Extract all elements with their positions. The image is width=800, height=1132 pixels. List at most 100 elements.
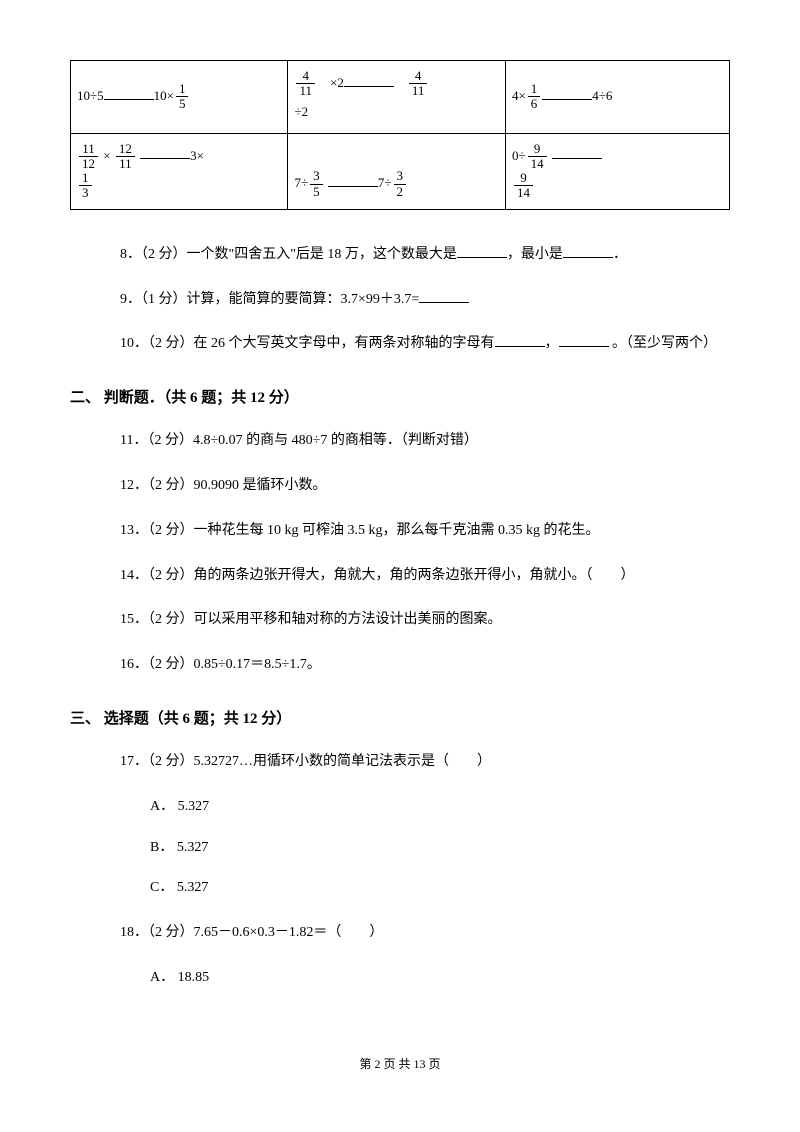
math-expressions-table: 10÷5 10×15 411 ×2 411 ÷2 4×16 4÷6 1112 × 1… — [70, 60, 730, 210]
option-label: C． — [150, 880, 173, 895]
answer-blank — [104, 86, 154, 100]
fraction: 13 — [79, 171, 92, 201]
expr-text: ×2 — [330, 75, 344, 90]
answer-blank — [140, 145, 190, 159]
q-text: 一个数"四舍五入"后是 18 万，这个数最大是 — [187, 247, 457, 262]
expr-text: 0÷ — [512, 147, 526, 162]
answer-blank — [563, 244, 613, 258]
q-text: ，最小是 — [507, 247, 563, 262]
expr-text: 10× — [154, 88, 174, 103]
q-text: 。（至少写两个） — [609, 336, 718, 351]
table-cell: 1112 × 1211 3× 13 — [71, 133, 288, 209]
fraction: 411 — [409, 69, 428, 99]
q-label: 11． — [120, 433, 147, 448]
answer-blank — [344, 73, 394, 87]
fraction: 1211 — [116, 142, 135, 172]
q-label: 16． — [120, 657, 148, 672]
expr-text: 4÷6 — [592, 88, 612, 103]
expr-text: 3× — [190, 147, 204, 162]
table-row: 1112 × 1211 3× 13 7÷35 7÷32 0÷914 914 — [71, 133, 730, 209]
option-a: A． 18.85 — [150, 963, 730, 994]
table-cell: 0÷914 914 — [505, 133, 729, 209]
answer-blank — [559, 333, 609, 347]
question-12: 12．（2 分）90.9090 是循环小数。 — [120, 471, 730, 502]
table-row: 10÷5 10×15 411 ×2 411 ÷2 4×16 4÷6 — [71, 61, 730, 134]
option-text: 5.327 — [177, 840, 209, 855]
option-text: 5.327 — [178, 799, 210, 814]
q-label: 14． — [120, 568, 148, 583]
answer-blank — [495, 333, 545, 347]
q-text: 4.8÷0.07 的商与 480÷7 的商相等．（判断对错） — [193, 433, 478, 448]
q-text: 在 26 个大写英文字母中，有两条对称轴的字母有 — [194, 336, 495, 351]
question-8: 8．（2 分）一个数"四舍五入"后是 18 万，这个数最大是 ，最小是 ． — [120, 240, 730, 271]
fraction: 914 — [528, 142, 547, 172]
q-points: （2 分） — [148, 478, 194, 493]
section-heading-2: 二、 判断题．（共 6 题；共 12 分） — [70, 385, 730, 412]
q-points: （1 分） — [141, 292, 187, 307]
table-cell: 4×16 4÷6 — [505, 61, 729, 134]
expr-text: ÷2 — [294, 104, 308, 119]
answer-blank — [542, 86, 592, 100]
q-points: （2 分） — [148, 568, 194, 583]
q-points: （2 分） — [148, 657, 194, 672]
question-13: 13．（2 分）一种花生每 10 kg 可榨油 3.5 kg，那么每千克油需 0… — [120, 516, 730, 547]
q-label: 10． — [120, 336, 148, 351]
expr-text: 7÷ — [378, 175, 392, 190]
option-a: A． 5.327 — [150, 792, 730, 823]
fraction: 16 — [528, 82, 541, 112]
fraction: 411 — [296, 69, 315, 99]
q-text: 0.85÷0.17＝8.5÷1.7。 — [194, 657, 321, 672]
fraction: 914 — [514, 171, 533, 201]
q-label: 18． — [120, 925, 148, 940]
option-label: B． — [150, 840, 173, 855]
expr-text: 7÷ — [294, 175, 308, 190]
option-label: A． — [150, 799, 174, 814]
expr-text: 10÷5 — [77, 88, 104, 103]
q-label: 8． — [120, 247, 141, 262]
table-cell: 7÷35 7÷32 — [288, 133, 505, 209]
q-label: 9． — [120, 292, 141, 307]
q-text: 90.9090 是循环小数。 — [194, 478, 327, 493]
q-points: （2 分） — [148, 336, 194, 351]
q-label: 15． — [120, 612, 148, 627]
q-label: 12． — [120, 478, 148, 493]
q-points: （2 分） — [148, 523, 194, 538]
question-11: 11．（2 分）4.8÷0.07 的商与 480÷7 的商相等．（判断对错） — [120, 426, 730, 457]
table-cell: 411 ×2 411 ÷2 — [288, 61, 505, 134]
question-16: 16．（2 分）0.85÷0.17＝8.5÷1.7。 — [120, 650, 730, 681]
q-points: （2 分） — [148, 612, 194, 627]
q-points: （2 分） — [141, 247, 187, 262]
option-text: 5.327 — [177, 880, 209, 895]
page-number: 第 2 页 共 13 页 — [70, 1054, 730, 1076]
option-b: B． 5.327 — [150, 833, 730, 864]
answer-blank — [552, 145, 602, 159]
q-text: 角的两条边张开得大，角就大，角的两条边张开得小，角就小。（ ） — [194, 568, 635, 583]
q-points: （2 分） — [147, 433, 193, 448]
q-text: 可以采用平移和轴对称的方法设计出美丽的图案。 — [194, 612, 502, 627]
fraction: 32 — [394, 169, 407, 199]
option-c: C． 5.327 — [150, 873, 730, 904]
question-17: 17．（2 分）5.32727…用循环小数的简单记法表示是（ ） — [120, 747, 730, 778]
question-10: 10．（2 分）在 26 个大写英文字母中，有两条对称轴的字母有 ， 。（至少写两… — [120, 329, 730, 360]
q-points: （2 分） — [148, 754, 194, 769]
answer-blank — [328, 173, 378, 187]
question-15: 15．（2 分）可以采用平移和轴对称的方法设计出美丽的图案。 — [120, 605, 730, 636]
fraction: 15 — [176, 82, 189, 112]
question-18: 18．（2 分）7.65－0.6×0.3－1.82＝（ ） — [120, 918, 730, 949]
q-text: ． — [613, 247, 627, 262]
section-heading-3: 三、 选择题（共 6 题；共 12 分） — [70, 706, 730, 733]
q-text: ， — [545, 336, 559, 351]
answer-blank — [457, 244, 507, 258]
question-9: 9．（1 分）计算，能简算的要简算：3.7×99＋3.7= — [120, 285, 730, 316]
q-label: 13． — [120, 523, 148, 538]
option-label: A． — [150, 970, 174, 985]
option-text: 18.85 — [174, 970, 209, 985]
question-14: 14．（2 分）角的两条边张开得大，角就大，角的两条边张开得小，角就小。（ ） — [120, 561, 730, 592]
q-points: （2 分） — [148, 925, 194, 940]
q-text: 计算，能简算的要简算：3.7×99＋3.7= — [187, 292, 420, 307]
q-text: 一种花生每 10 kg 可榨油 3.5 kg，那么每千克油需 0.35 kg 的… — [194, 523, 600, 538]
answer-blank — [419, 289, 469, 303]
q-label: 17． — [120, 754, 148, 769]
expr-text: 4× — [512, 88, 526, 103]
q-text: 5.32727…用循环小数的简单记法表示是（ ） — [194, 754, 492, 769]
